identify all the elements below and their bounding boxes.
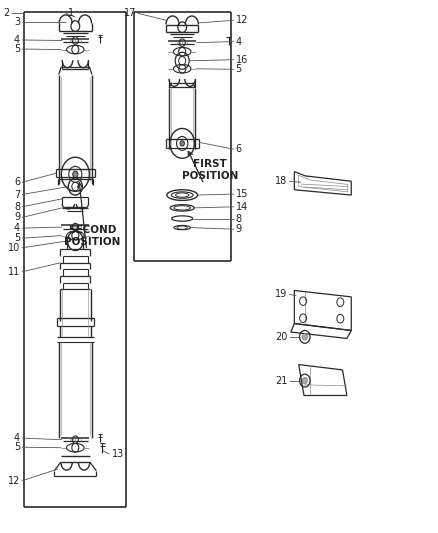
- Text: 8: 8: [14, 202, 20, 212]
- Text: 5: 5: [14, 442, 20, 452]
- Text: 5: 5: [236, 64, 242, 74]
- Text: 5: 5: [14, 44, 20, 54]
- Text: 9: 9: [236, 224, 242, 234]
- Text: 10: 10: [8, 243, 20, 253]
- Text: 6: 6: [236, 144, 242, 154]
- Text: 4: 4: [236, 37, 242, 46]
- Text: 17: 17: [124, 9, 136, 18]
- Text: 12: 12: [236, 15, 248, 25]
- Text: POSITION: POSITION: [182, 171, 238, 181]
- Text: 16: 16: [236, 55, 248, 64]
- Text: 1: 1: [68, 9, 74, 18]
- Text: 4: 4: [14, 223, 20, 233]
- Text: FIRST: FIRST: [193, 159, 227, 169]
- Circle shape: [302, 334, 307, 340]
- Text: 21: 21: [275, 376, 287, 385]
- Text: 18: 18: [275, 176, 287, 186]
- Text: 8: 8: [236, 214, 242, 223]
- Text: 19: 19: [275, 289, 287, 299]
- Text: 12: 12: [8, 476, 20, 486]
- Text: 14: 14: [236, 202, 248, 212]
- Text: 20: 20: [275, 332, 287, 342]
- Text: 6: 6: [14, 177, 20, 187]
- Text: SECOND: SECOND: [68, 225, 116, 235]
- Circle shape: [180, 141, 184, 146]
- Text: 15: 15: [236, 189, 248, 199]
- Text: 4: 4: [14, 433, 20, 443]
- Text: 9: 9: [14, 213, 20, 222]
- Text: 5: 5: [14, 233, 20, 243]
- Circle shape: [73, 171, 78, 177]
- Text: 7: 7: [14, 190, 20, 199]
- Text: 4: 4: [14, 35, 20, 45]
- Text: 2: 2: [4, 9, 10, 18]
- Circle shape: [302, 377, 307, 384]
- Text: POSITION: POSITION: [64, 237, 120, 247]
- Text: 3: 3: [14, 18, 20, 27]
- Text: 11: 11: [8, 267, 20, 277]
- Text: 13: 13: [112, 449, 124, 459]
